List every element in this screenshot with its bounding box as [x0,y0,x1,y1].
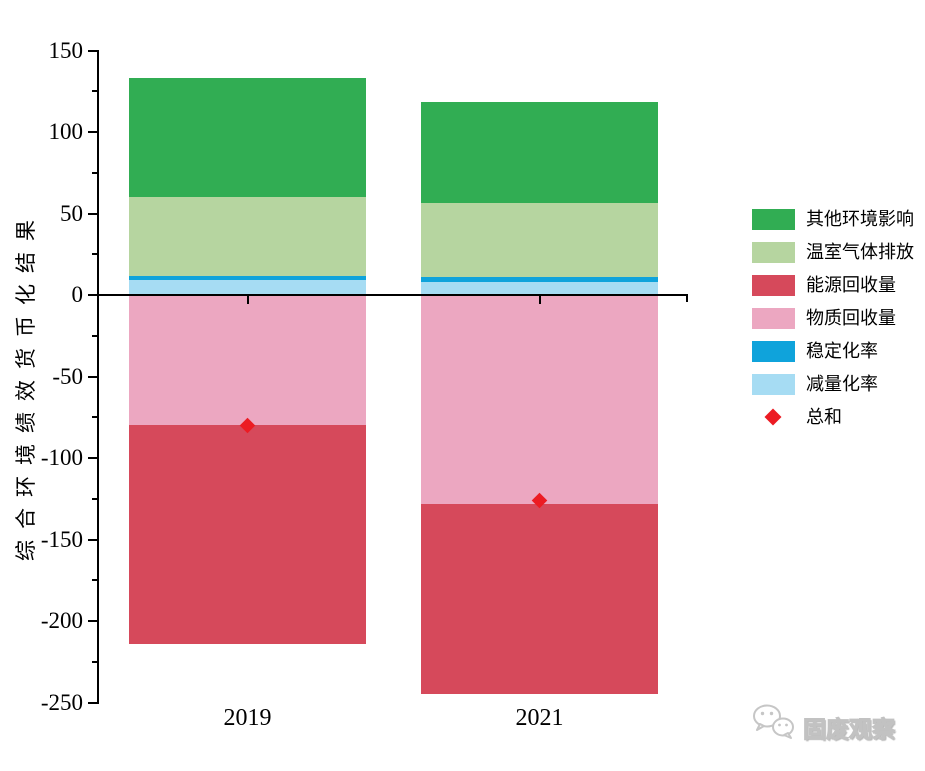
y-axis-major-tick [88,701,97,704]
y-axis-major-tick [88,375,97,378]
y-axis-minor-tick [92,90,97,93]
legend-label: 能源回收量 [806,275,896,295]
legend-swatch [752,307,795,329]
bar-segment [129,280,366,295]
x-axis-label: 2021 [515,705,564,731]
y-axis-minor-tick [92,660,97,663]
y-axis-major-tick [88,294,97,296]
legend-label: 稳定化率 [806,341,878,361]
y-axis-minor-tick [92,497,97,500]
watermark: 固废观察 [750,702,920,750]
legend-label: 总和 [806,407,842,427]
bar-segment [129,295,366,426]
y-axis-major-tick [88,131,97,133]
y-axis-tick-label: -250 [40,689,83,715]
x-axis-category-tick [246,295,249,304]
x-axis-zero-line [97,294,688,296]
bar-segment [129,425,366,644]
bar-segment [421,202,658,278]
y-axis-minor-tick [92,416,97,419]
wechat-logo-icon [753,704,794,739]
y-axis-minor-tick [92,334,97,337]
legend: 其他环境影响 温室气体排放 能源回收量物质回收量稳定化率减量化率总和 [740,200,925,440]
legend-swatch [752,274,795,296]
legend-label: 物质回收量 [806,308,896,328]
y-axis-tick-label: 0 [71,282,84,307]
y-axis-tick-label: -200 [40,608,83,633]
y-axis-minor-tick [92,579,97,582]
legend-diamond-marker [764,408,782,426]
y-axis-major-tick [88,212,97,215]
legend-swatch [752,208,795,230]
bar-segment [421,503,658,695]
bar-segment [129,78,366,198]
y-axis-tick-label: -100 [40,445,83,470]
y-axis-line [97,49,99,704]
legend-swatch [752,340,795,362]
y-axis-tick-label: 100 [48,119,84,144]
y-axis-tick-label: 50 [60,200,83,226]
x-axis-label: 2019 [223,705,272,731]
bar-segment [421,295,658,504]
bar-segment [129,276,366,281]
legend-swatch [752,373,795,395]
x-axis-end-tick [686,295,688,302]
legend-label: 温室气体排放 [806,242,914,262]
bar-segment [421,101,658,203]
legend-swatch [752,241,795,263]
watermark-text: 固废观察 [803,716,896,743]
y-axis-major-tick [88,49,97,52]
y-axis-tick-label: -150 [40,526,83,552]
y-axis-major-tick [88,457,97,459]
y-axis-major-tick [88,620,97,622]
y-axis-tick-label: -50 [52,363,83,389]
legend-label: 其他环境影响 [806,209,914,229]
legend-label: 减量化率 [806,374,878,394]
x-axis-category-tick [538,295,541,304]
y-axis-minor-tick [92,171,97,174]
y-axis-major-tick [88,538,97,541]
bar-segment [129,197,366,277]
bar-segment [421,277,658,282]
y-axis-minor-tick [92,253,97,256]
bar-segment [421,281,658,295]
y-axis-tick-label: 150 [48,37,84,63]
